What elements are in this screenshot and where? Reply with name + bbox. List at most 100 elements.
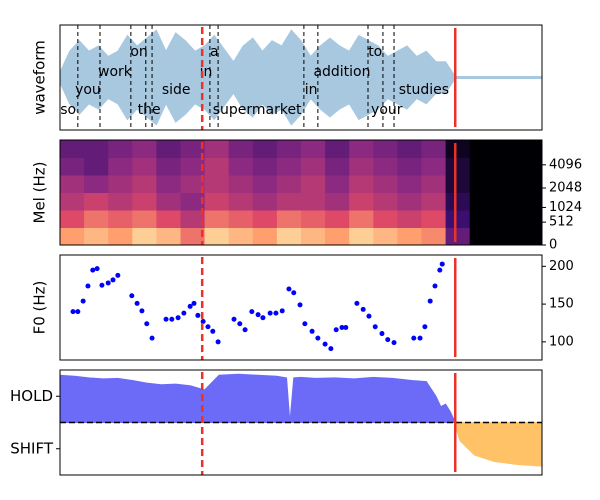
spectrogram-cell [252,210,278,228]
f0-point [302,321,308,327]
spectrogram-cell [84,157,109,176]
spectrogram-cell [397,192,422,211]
spectrogram-cell [301,140,326,158]
spectrogram-cell [397,227,422,246]
spectrogram-cell [60,192,85,211]
f0-point [432,283,438,289]
spectrogram-cell [204,140,230,158]
spectrogram-cell [325,175,350,193]
panel-frame [59,24,543,131]
spectrogram-cell [349,175,374,193]
spectrogram-cell [180,192,206,211]
word-label: the [138,102,161,118]
f0-point [99,282,105,288]
f0-point [309,328,315,334]
spectrogram-cell [301,227,326,246]
spectrogram-cell [325,140,350,158]
f0-point [366,313,372,319]
f0-point [279,308,285,314]
spectrogram-cell [204,175,230,193]
f0-point [129,293,135,299]
f0-point [175,315,181,321]
y-tick-label: HOLD [10,387,53,405]
f0-point [115,272,121,278]
f0-point [80,298,86,304]
spectrogram-cell [397,210,422,228]
spectrogram-cell [228,157,254,176]
f0-point [372,324,378,330]
spectrogram-cell [325,157,350,176]
spectrogram-cell [84,175,109,193]
word-label: side [162,82,191,98]
f0-point [231,316,237,322]
spectrogram-cell [60,175,85,193]
spectrogram-cell [445,210,471,228]
spectrogram-cell [301,192,326,211]
spectrogram-cell [228,210,254,228]
f0-point [195,312,201,318]
prob-area [454,422,543,467]
y-tick-label: 0 [549,238,557,253]
spectrogram-cell [180,175,206,193]
spectrogram-cell [301,175,326,193]
spectrogram-cell [276,157,302,176]
f0-point [291,290,297,296]
f0-point [163,316,169,322]
spectrogram-cell [301,210,326,228]
spectrogram-cell [108,157,133,176]
spectrogram-cell [493,140,519,158]
f0-point [255,312,261,318]
spectrogram-cell [421,157,447,176]
spectrogram-cell [276,192,302,211]
spectrogram-cell [204,210,230,228]
spectrogram-cell [469,192,495,211]
f0-point [427,298,433,304]
spectrogram-cell [180,140,206,158]
spectrogram-cell [445,227,471,246]
spectrogram-cell [517,210,543,228]
panel-frame [59,139,543,246]
y-tick-label: 1024 [549,200,582,215]
f0-point [94,266,100,272]
spectrogram-cell [469,175,495,193]
word-label: on [130,44,147,60]
spectrogram-cell [469,210,495,228]
spectrogram-cell [84,210,109,228]
spectrogram-cell [252,157,278,176]
f0-point [205,324,211,330]
f0-point [422,324,428,330]
spectrogram-cell [373,175,398,193]
word-label: addition [313,64,370,80]
word-label: studies [399,82,449,98]
spectrogram-cell [180,227,206,246]
spectrogram-cell [373,210,398,228]
waveform-envelope [59,77,543,126]
f0-point [391,340,397,346]
spectrogram-cell [325,192,350,211]
spectrogram-cell [397,175,422,193]
f0-point [328,346,334,352]
spectrogram-cell [445,192,471,211]
panel-frame [59,254,543,361]
spectrogram-cell [325,210,350,228]
spectrogram-cell [156,227,181,246]
f0-point [149,335,155,341]
spectrogram-cell [493,157,519,176]
y-tick-label: 4096 [549,157,582,172]
word-label: a [210,44,219,60]
f0-point [200,318,206,324]
f0-point [144,321,150,327]
f0-point [260,315,266,321]
spectrogram-cell [204,192,230,211]
spectrogram-cell [108,192,133,211]
f0-point [187,303,193,309]
spectrogram-cell [180,157,206,176]
f0-point [360,306,366,312]
f0-point [169,316,175,322]
spectrogram-cell [421,210,447,228]
spectrogram-cell [60,157,85,176]
spectrogram-cell [349,227,374,246]
spectrogram-cell [421,140,447,158]
spectrogram-cell [84,192,109,211]
y-axis-label: waveform [31,40,49,115]
